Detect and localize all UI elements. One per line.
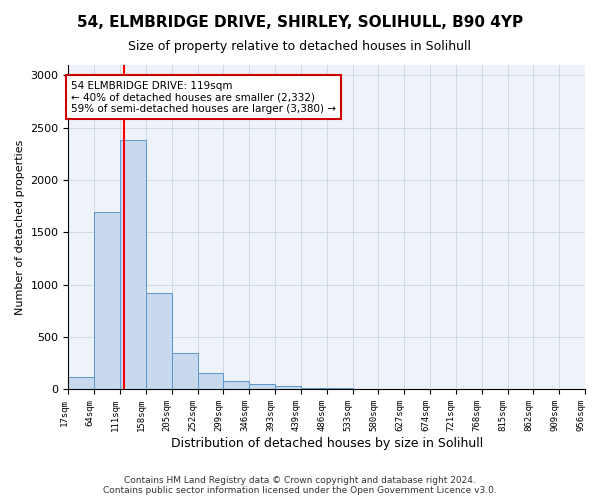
Text: 54 ELMBRIDGE DRIVE: 119sqm
← 40% of detached houses are smaller (2,332)
59% of s: 54 ELMBRIDGE DRIVE: 119sqm ← 40% of deta…	[71, 80, 336, 114]
Text: 54, ELMBRIDGE DRIVE, SHIRLEY, SOLIHULL, B90 4YP: 54, ELMBRIDGE DRIVE, SHIRLEY, SOLIHULL, …	[77, 15, 523, 30]
Bar	[146, 293, 172, 390]
Bar	[275, 386, 301, 390]
Text: Contains HM Land Registry data © Crown copyright and database right 2024.
Contai: Contains HM Land Registry data © Crown c…	[103, 476, 497, 495]
Bar	[353, 388, 379, 390]
X-axis label: Distribution of detached houses by size in Solihull: Distribution of detached houses by size …	[170, 437, 483, 450]
Bar	[197, 373, 223, 390]
Bar	[249, 384, 275, 390]
Bar	[379, 389, 404, 390]
Bar	[301, 388, 327, 390]
Bar	[68, 377, 94, 390]
Bar	[120, 140, 146, 390]
Bar	[223, 380, 249, 390]
Bar	[94, 212, 120, 390]
Text: Size of property relative to detached houses in Solihull: Size of property relative to detached ho…	[128, 40, 472, 53]
Bar	[327, 388, 353, 390]
Bar	[172, 353, 197, 390]
Y-axis label: Number of detached properties: Number of detached properties	[15, 140, 25, 315]
